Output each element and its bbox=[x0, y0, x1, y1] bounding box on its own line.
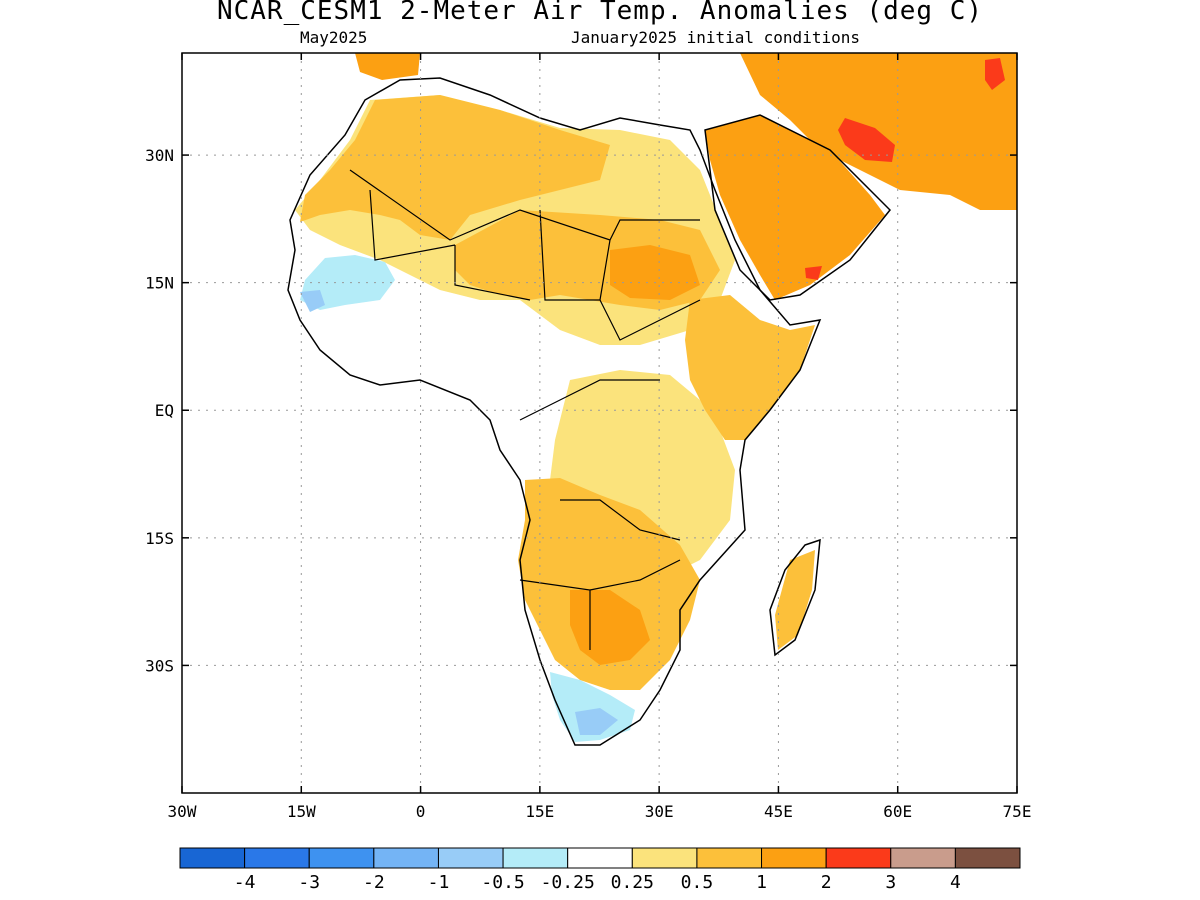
madagascar-coastline bbox=[769, 538, 821, 657]
lon-tick-label: 15W bbox=[287, 802, 316, 821]
colorbar-label: -2 bbox=[363, 872, 385, 893]
colorbar-swatch bbox=[502, 847, 569, 869]
anomaly-neg-senegal bbox=[300, 255, 395, 310]
colorbar-swatch bbox=[696, 847, 763, 869]
anomaly-3-north bbox=[985, 58, 1005, 90]
colorbar: -4 -3 -2 -1 -0.5 -0.25 0.25 0.5 1 2 3 4 bbox=[179, 847, 1021, 893]
colorbar-label: -0.5 bbox=[481, 872, 524, 893]
anomaly-1-horn bbox=[685, 295, 815, 440]
arabia-coastline bbox=[704, 114, 892, 301]
colorbar-swatch bbox=[631, 847, 698, 869]
anomaly-2-sudan bbox=[610, 245, 700, 300]
map-frame bbox=[181, 52, 1018, 794]
anomaly-1-spain bbox=[355, 53, 420, 80]
colorbar-swatch bbox=[890, 847, 956, 869]
lon-tick-label: 30W bbox=[168, 802, 197, 821]
colorbar-swatch bbox=[825, 847, 892, 869]
initial-conditions-label: January2025 initial conditions bbox=[571, 28, 860, 47]
colorbar-label: -1 bbox=[428, 872, 450, 893]
colorbar-label: -4 bbox=[234, 872, 256, 893]
lon-tick-label: 30E bbox=[645, 802, 674, 821]
anomaly-1-southern bbox=[518, 478, 700, 690]
colorbar-swatch bbox=[437, 847, 504, 869]
colorbar-label: 4 bbox=[950, 872, 961, 893]
lon-tick-label: 75E bbox=[1003, 802, 1032, 821]
lon-tick-label: 0 bbox=[416, 802, 426, 821]
lon-tick-label: 60E bbox=[883, 802, 912, 821]
lat-tick-label: 30S bbox=[145, 656, 174, 675]
gridlines bbox=[182, 53, 1017, 793]
colorbar-label: 0.5 bbox=[681, 872, 714, 893]
anomaly-3-arabia bbox=[805, 266, 822, 280]
colorbar-label: -3 bbox=[298, 872, 320, 893]
colorbar-swatch bbox=[567, 847, 633, 869]
anomaly-shading bbox=[295, 53, 1017, 742]
lat-tick-label: EQ bbox=[155, 401, 174, 420]
anomaly-neg2-senegal bbox=[300, 290, 325, 312]
colorbar-swatch bbox=[954, 847, 1021, 869]
colorbar-swatch bbox=[761, 847, 827, 869]
lon-tick-label: 45E bbox=[764, 802, 793, 821]
lat-tick-label: 30N bbox=[145, 146, 174, 165]
country-borders bbox=[349, 169, 701, 650]
colorbar-swatch bbox=[373, 847, 439, 869]
map-title: NCAR_CESM1 2-Meter Air Temp. Anomalies (… bbox=[216, 0, 984, 26]
colorbar-swatch bbox=[244, 847, 310, 869]
map-plot-area bbox=[182, 53, 1017, 793]
africa-coastline bbox=[287, 77, 822, 746]
colorbar-label: -0.25 bbox=[541, 872, 595, 893]
colorbar-swatch bbox=[308, 847, 375, 869]
anomaly-2-arabia bbox=[705, 115, 885, 300]
lat-tick-label: 15N bbox=[145, 274, 174, 293]
lon-tick-label: 15E bbox=[525, 802, 554, 821]
anomaly-neg2-cape bbox=[575, 708, 618, 735]
anomaly-3-iran bbox=[838, 118, 895, 162]
lat-tick-label: 15S bbox=[145, 529, 174, 548]
coastlines bbox=[287, 77, 892, 746]
anomaly-madagascar bbox=[775, 550, 815, 650]
colorbar-label: 0.25 bbox=[611, 872, 654, 893]
axis-ticks: 30W 15W 0 15E 30E 45E 60E 75E 30N 15N EQ 15S 30S bbox=[145, 53, 1031, 821]
valid-month-label: May2025 bbox=[300, 28, 368, 47]
colorbar-swatch bbox=[179, 847, 246, 869]
colorbar-label: 2 bbox=[821, 872, 832, 893]
colorbar-label: 3 bbox=[885, 872, 896, 893]
anomaly-1-north bbox=[300, 95, 610, 240]
anomaly-neg-cape bbox=[550, 672, 635, 742]
colorbar-label: 1 bbox=[756, 872, 767, 893]
